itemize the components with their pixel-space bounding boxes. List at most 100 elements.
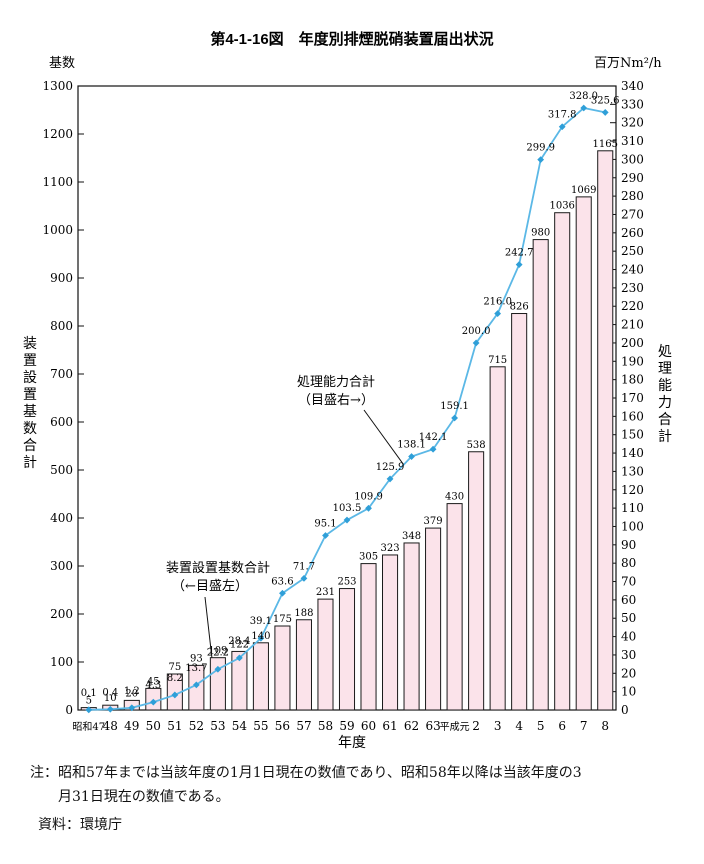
bar-value-label: 305	[359, 552, 378, 563]
category-label: 54	[232, 719, 248, 733]
category-label: 2	[472, 719, 480, 733]
right-tick-label: 240	[621, 263, 644, 277]
annotation-capacity-title: 処理能力合計	[297, 374, 375, 390]
bar-value-label: 826	[510, 302, 529, 313]
capacity-point	[343, 516, 351, 524]
category-label: 53	[210, 719, 225, 733]
category-label: 62	[404, 719, 419, 733]
right-tick-label: 340	[621, 79, 644, 93]
right-tick-label: 10	[621, 685, 636, 699]
bar	[231, 650, 248, 711]
chart: 第4-1-16図 年度別排煙脱硝装置届出状況 基数 百万Nm²/h 010020…	[23, 30, 672, 751]
left-tick-label: 200	[50, 607, 73, 621]
svg-text:置: 置	[23, 353, 37, 369]
capacity-point	[558, 123, 566, 131]
capacity-point	[236, 654, 243, 662]
capacity-point	[494, 310, 502, 317]
category-label: 63	[425, 719, 440, 733]
bar	[532, 239, 549, 711]
category-label: 昭和47	[72, 721, 105, 733]
category-label: 58	[318, 719, 333, 733]
right-tick-label: 180	[621, 373, 644, 387]
right-tick-label: 0	[621, 703, 629, 717]
bar	[360, 563, 377, 711]
capacity-value-label: 325.6	[591, 95, 620, 106]
right-tick-label: 80	[621, 556, 636, 570]
left-tick-label: 100	[50, 655, 73, 669]
bar-value-label: 5	[86, 696, 92, 707]
left-tick-label: 0	[65, 703, 73, 717]
capacity-point	[451, 414, 458, 422]
capacity-value-label: 63.6	[271, 576, 293, 587]
bar-value-label: 20	[125, 688, 138, 699]
capacity-point	[128, 704, 136, 712]
left-tick-label: 1300	[42, 79, 73, 93]
capacity-point	[106, 705, 114, 713]
right-tick-label: 170	[621, 391, 644, 405]
bar	[209, 657, 226, 711]
category-label: 7	[580, 719, 588, 733]
capacity-value-label: 317.8	[548, 110, 577, 121]
category-label: 平成元	[440, 721, 470, 733]
bar-value-label: 93	[190, 653, 203, 664]
capacity-value-label: 242.7	[505, 248, 534, 259]
capacity-value-label: 200.0	[462, 326, 491, 337]
capacity-value-label: 95.1	[314, 518, 336, 529]
bar-value-label: 430	[445, 492, 464, 503]
capacity-point	[580, 104, 588, 112]
capacity-value-label: 71.7	[293, 561, 315, 572]
annotation-count-scale: （←目盛左）	[172, 579, 248, 594]
bar-value-label: 10	[104, 693, 117, 704]
left-tick-label: 1200	[42, 127, 73, 141]
bar	[511, 313, 528, 711]
capacity-point	[386, 475, 394, 483]
bar	[295, 619, 312, 711]
category-label: 51	[167, 719, 182, 733]
right-axis-vertical-title: 処理能力合計	[658, 344, 672, 445]
right-tick-label: 110	[621, 501, 644, 515]
right-tick-label: 320	[621, 116, 644, 130]
bar-value-label: 379	[424, 516, 443, 527]
bar-value-label: 348	[402, 531, 421, 542]
x-axis-label: 年度	[338, 735, 366, 751]
right-tick-label: 290	[621, 171, 644, 185]
left-tick-label: 300	[50, 559, 73, 573]
bar-value-label: 538	[467, 440, 486, 451]
bar	[446, 503, 463, 711]
capacity-value-label: 216.0	[483, 297, 512, 308]
right-tick-label: 40	[621, 630, 636, 644]
right-tick-label: 50	[621, 611, 636, 625]
right-tick-label: 20	[621, 666, 636, 680]
left-tick-label: 1000	[42, 223, 73, 237]
right-tick-label: 140	[621, 446, 644, 460]
right-axis-unit: 百万Nm²/h	[594, 56, 662, 71]
bar-value-label: 109	[208, 646, 227, 657]
capacity-point	[300, 575, 308, 582]
bar	[425, 527, 442, 711]
category-label: 60	[361, 719, 376, 733]
capacity-value-label: 1.2	[124, 686, 140, 697]
category-label: 55	[253, 719, 268, 733]
annotation-capacity-scale: （目盛右→）	[298, 393, 374, 408]
capacity-value-label: 22.2	[207, 647, 229, 658]
left-tick-label: 400	[50, 511, 73, 525]
right-tick-label: 160	[621, 409, 644, 423]
capacity-value-label: 4.3	[145, 680, 161, 691]
source-note: 資料：環境庁	[38, 817, 122, 833]
bar-value-label: 715	[488, 355, 507, 366]
right-tick-label: 330	[621, 97, 644, 111]
right-tick-label: 200	[621, 336, 644, 350]
category-label: 49	[124, 719, 139, 733]
category-label: 5	[537, 719, 545, 733]
chart-title: 第4-1-16図 年度別排煙脱硝装置届出状況	[210, 30, 493, 48]
right-tick-label: 210	[621, 318, 644, 332]
left-tick-label: 800	[50, 319, 73, 333]
footnote-line-1: 注：昭和57年までは当該年度の1月1日現在の数値であり、昭和58年以降は当該年度…	[30, 765, 582, 781]
right-tick-label: 270	[621, 207, 644, 221]
right-tick-label: 150	[621, 428, 644, 442]
capacity-value-label: 299.9	[526, 143, 555, 154]
svg-text:計: 計	[23, 455, 37, 471]
bar-value-label: 323	[380, 543, 399, 554]
left-axis-vertical-title: 装置設置基数合計	[23, 336, 37, 471]
svg-text:設: 設	[23, 370, 37, 386]
